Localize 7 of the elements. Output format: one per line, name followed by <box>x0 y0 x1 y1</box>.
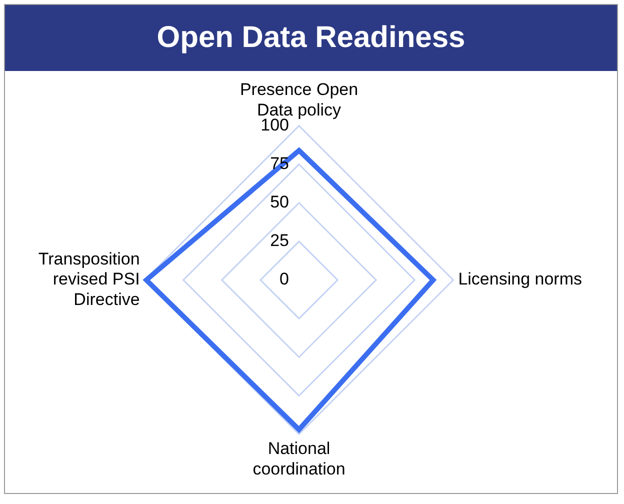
spoke-label: Licensing norms <box>458 270 582 289</box>
chart-title: Open Data Readiness <box>5 5 617 71</box>
y-tick-label: 0 <box>280 270 289 289</box>
y-tick-label: 50 <box>270 192 289 212</box>
y-tick-label: 25 <box>270 231 289 250</box>
spoke-label: National coordination <box>252 439 346 478</box>
spoke-label: Transposition revised PSI Directive <box>38 249 140 310</box>
